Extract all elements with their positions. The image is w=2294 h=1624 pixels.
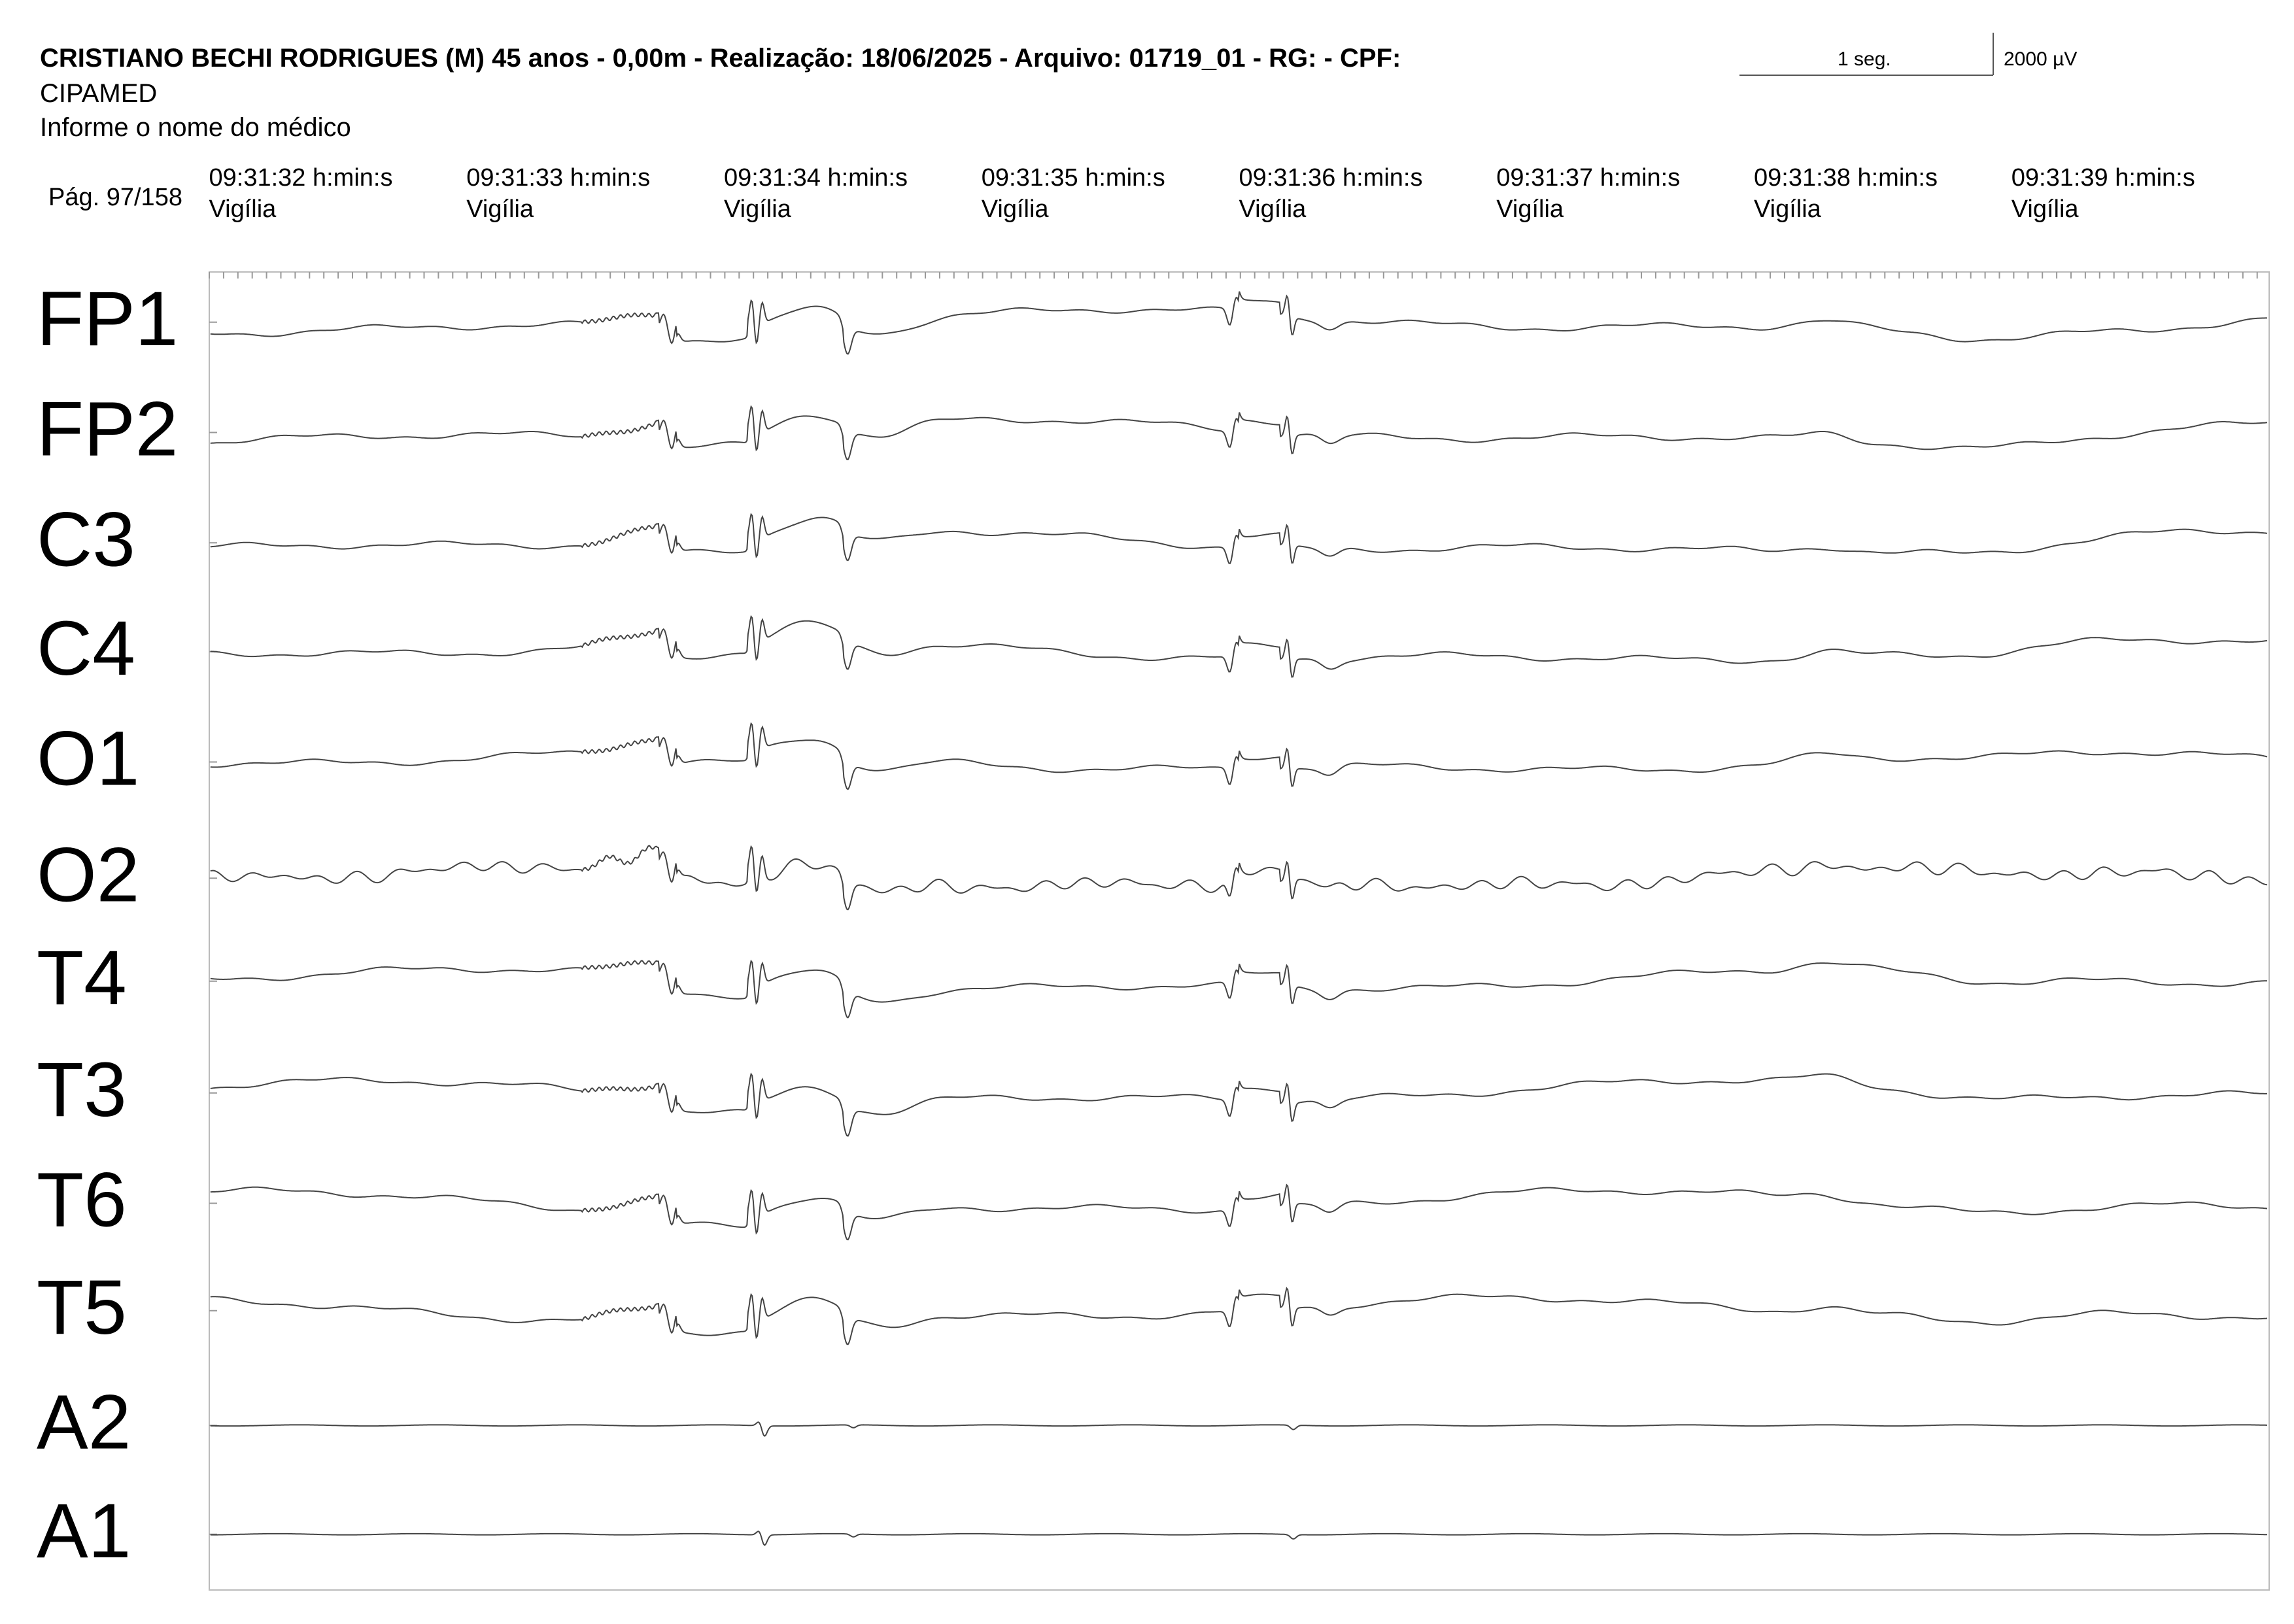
channel-label: T5 (37, 1264, 127, 1351)
channel-label: C4 (37, 605, 135, 692)
epoch-state: Vigília (982, 195, 1050, 223)
eeg-trace (210, 722, 2268, 790)
epoch-time: 09:31:32 h:min:s (209, 164, 393, 192)
eeg-trace (210, 959, 2267, 1019)
epoch-time: 09:31:36 h:min:s (1239, 164, 1423, 192)
channel-label: T3 (37, 1047, 127, 1133)
epoch-state: Vigília (724, 195, 792, 223)
epoch-state: Vigília (209, 195, 277, 223)
channel-label: T4 (37, 935, 127, 1021)
epoch-time: 09:31:35 h:min:s (982, 164, 1165, 192)
epoch-time: 09:31:38 h:min:s (1754, 164, 1938, 192)
eeg-trace (210, 1531, 2268, 1546)
eeg-trace (210, 615, 2268, 678)
time-scale-label: 1 seg. (1838, 48, 1891, 70)
channel-label: FP1 (37, 276, 178, 362)
patient-title: CRISTIANO BECHI RODRIGUES (M) 45 anos - … (40, 44, 1401, 73)
eeg-trace (210, 1183, 2268, 1241)
channel-label: A1 (37, 1488, 131, 1574)
epoch-time: 09:31:37 h:min:s (1496, 164, 1680, 192)
time-ticks (209, 272, 2258, 279)
eeg-trace (210, 291, 2267, 355)
epoch-time: 09:31:33 h:min:s (466, 164, 650, 192)
channel-label: O2 (37, 832, 139, 918)
eeg-trace (210, 845, 2268, 911)
epoch-state: Vigília (1239, 195, 1307, 223)
page-number: Pág. 97/158 (48, 184, 182, 211)
epoch-state: Vigília (1754, 195, 1822, 223)
eeg-trace (210, 1072, 2268, 1137)
eeg-trace (210, 1421, 2267, 1437)
channel-label: FP2 (37, 386, 178, 473)
epoch-time: 09:31:39 h:min:s (2012, 164, 2195, 192)
epoch-state: Vigília (466, 195, 534, 223)
eeg-trace (210, 1287, 2268, 1345)
channel-label: C3 (37, 496, 135, 583)
channel-label: A2 (37, 1379, 131, 1465)
eeg-trace (210, 405, 2268, 461)
eeg-trace (210, 513, 2268, 564)
epoch-state: Vigília (2012, 195, 2080, 223)
traces: FP1 FP2 C3 C4 O1 O2 T4 T3 T6 T5 A2 A1 (37, 276, 2268, 1574)
plot-frame (209, 271, 2270, 1591)
clinic: CIPAMED (40, 79, 157, 108)
doctor: Informe o nome do médico (40, 113, 351, 142)
amplitude-scale-label: 2000 µV (2004, 48, 2077, 70)
scale-bar (1739, 33, 1994, 76)
epoch-time: 09:31:34 h:min:s (724, 164, 908, 192)
epoch-state: Vigília (1496, 195, 1564, 223)
channel-label: T6 (37, 1157, 127, 1243)
channel-label: O1 (37, 716, 139, 802)
